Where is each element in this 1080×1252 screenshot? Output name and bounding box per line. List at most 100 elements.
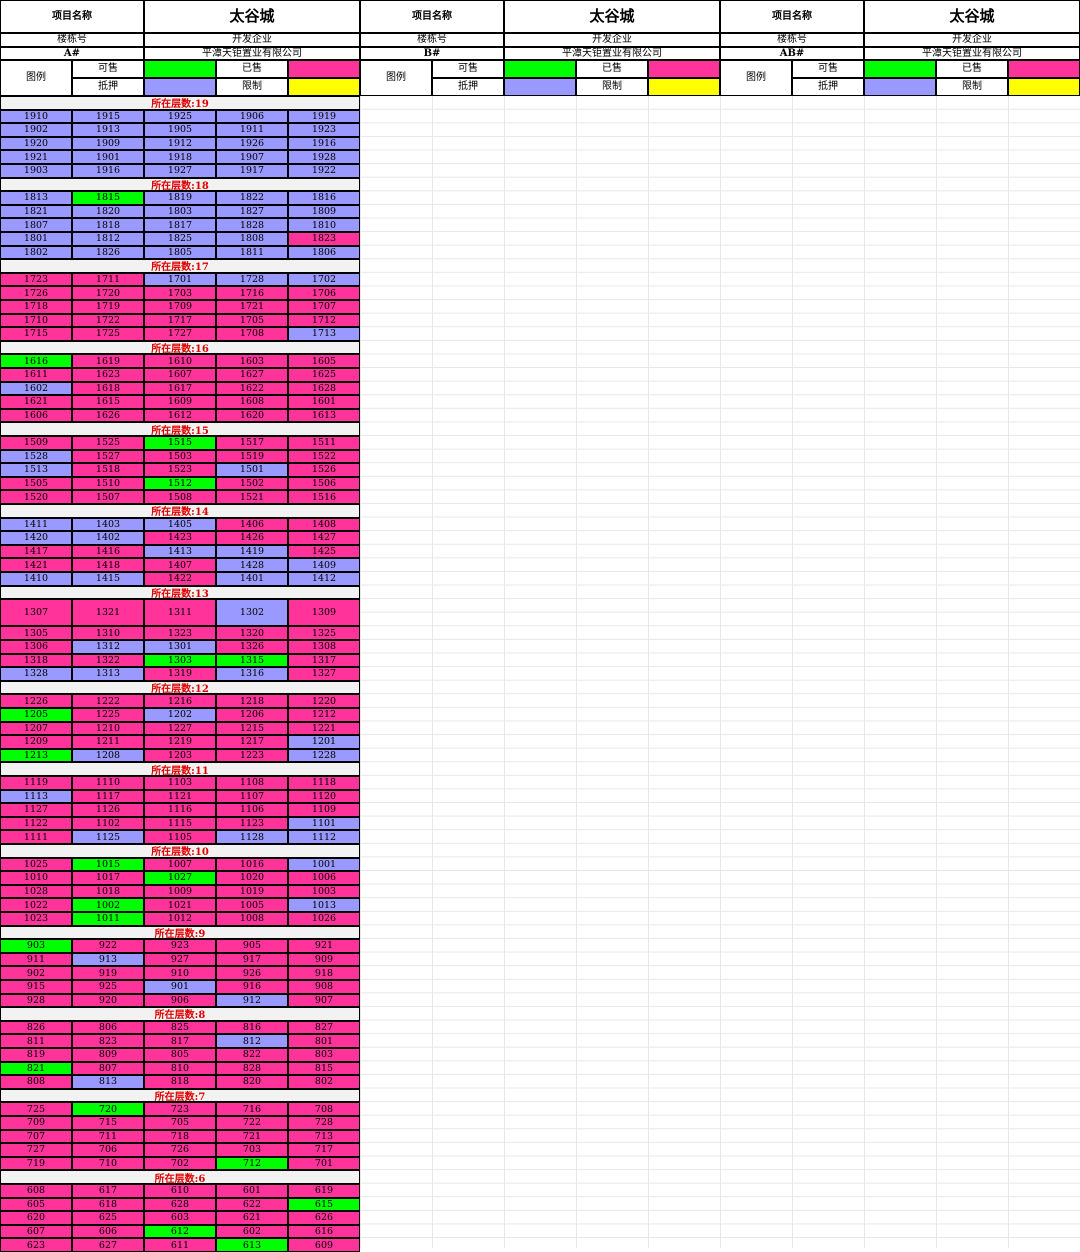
unit-cell[interactable]: 1017 xyxy=(72,871,144,885)
unit-cell[interactable]: 1809 xyxy=(288,204,360,219)
unit-cell[interactable]: 1027 xyxy=(144,871,216,885)
unit-cell[interactable]: 1921 xyxy=(0,150,72,164)
unit-cell[interactable]: 1303 xyxy=(144,653,216,668)
unit-cell[interactable]: 1808 xyxy=(216,232,288,246)
unit-cell[interactable]: 1810 xyxy=(288,218,360,232)
unit-cell[interactable]: 1616 xyxy=(0,354,72,368)
unit-cell[interactable]: 1012 xyxy=(144,912,216,926)
unit-cell[interactable]: 1622 xyxy=(216,381,288,396)
unit-cell[interactable]: 1216 xyxy=(144,694,216,708)
unit-cell[interactable]: 812 xyxy=(216,1034,288,1048)
unit-cell[interactable]: 715 xyxy=(72,1116,144,1130)
unit-cell[interactable]: 1726 xyxy=(0,286,72,300)
unit-cell[interactable]: 816 xyxy=(216,1020,288,1035)
unit-cell[interactable]: 1911 xyxy=(216,123,288,137)
unit-cell[interactable]: 1018 xyxy=(72,884,144,899)
unit-cell[interactable]: 1916 xyxy=(72,164,144,178)
unit-cell[interactable]: 1402 xyxy=(72,531,144,545)
unit-cell[interactable]: 1603 xyxy=(216,354,288,368)
unit-cell[interactable]: 1128 xyxy=(216,830,288,844)
unit-cell[interactable]: 1207 xyxy=(0,721,72,736)
unit-cell[interactable]: 1521 xyxy=(216,490,288,504)
unit-cell[interactable]: 608 xyxy=(0,1184,72,1198)
unit-cell[interactable]: 1608 xyxy=(216,395,288,409)
unit-cell[interactable]: 1722 xyxy=(72,313,144,328)
unit-cell[interactable]: 1817 xyxy=(144,218,216,232)
unit-cell[interactable]: 1525 xyxy=(72,436,144,450)
unit-cell[interactable]: 1309 xyxy=(288,599,360,627)
unit-cell[interactable]: 1002 xyxy=(72,898,144,912)
unit-cell[interactable]: 1107 xyxy=(216,789,288,804)
unit-cell[interactable]: 1122 xyxy=(0,816,72,831)
unit-cell[interactable]: 809 xyxy=(72,1048,144,1062)
unit-cell[interactable]: 1321 xyxy=(72,599,144,627)
unit-cell[interactable]: 1425 xyxy=(288,544,360,559)
unit-cell[interactable]: 606 xyxy=(72,1224,144,1239)
unit-cell[interactable]: 1021 xyxy=(144,898,216,912)
unit-cell[interactable]: 725 xyxy=(0,1102,72,1116)
unit-cell[interactable]: 1320 xyxy=(216,626,288,640)
unit-cell[interactable]: 1811 xyxy=(216,245,288,260)
unit-cell[interactable]: 1302 xyxy=(216,599,288,627)
unit-cell[interactable]: 1620 xyxy=(216,408,288,423)
unit-cell[interactable]: 819 xyxy=(0,1048,72,1062)
unit-cell[interactable]: 625 xyxy=(72,1211,144,1225)
unit-cell[interactable]: 1823 xyxy=(288,232,360,246)
unit-cell[interactable]: 1807 xyxy=(0,218,72,232)
unit-cell[interactable]: 1903 xyxy=(0,164,72,178)
unit-cell[interactable]: 1428 xyxy=(216,558,288,572)
unit-cell[interactable]: 711 xyxy=(72,1129,144,1144)
unit-cell[interactable]: 626 xyxy=(288,1211,360,1225)
unit-cell[interactable]: 1418 xyxy=(72,558,144,572)
unit-cell[interactable]: 1126 xyxy=(72,803,144,817)
unit-cell[interactable]: 1106 xyxy=(216,803,288,817)
unit-cell[interactable]: 1110 xyxy=(72,776,144,790)
unit-cell[interactable]: 1218 xyxy=(216,694,288,708)
unit-cell[interactable]: 1915 xyxy=(72,109,144,124)
unit-cell[interactable]: 913 xyxy=(72,952,144,967)
unit-cell[interactable]: 1006 xyxy=(288,871,360,885)
unit-cell[interactable]: 1910 xyxy=(0,109,72,124)
unit-cell[interactable]: 619 xyxy=(288,1184,360,1198)
unit-cell[interactable]: 1423 xyxy=(144,531,216,545)
unit-cell[interactable]: 1916 xyxy=(288,136,360,151)
unit-cell[interactable]: 919 xyxy=(72,966,144,980)
unit-cell[interactable]: 808 xyxy=(0,1075,72,1089)
unit-cell[interactable]: 1005 xyxy=(216,898,288,912)
unit-cell[interactable]: 828 xyxy=(216,1061,288,1076)
unit-cell[interactable]: 1905 xyxy=(144,123,216,137)
unit-cell[interactable]: 1805 xyxy=(144,245,216,260)
unit-cell[interactable]: 1609 xyxy=(144,395,216,409)
unit-cell[interactable]: 1427 xyxy=(288,531,360,545)
unit-cell[interactable]: 1621 xyxy=(0,395,72,409)
unit-cell[interactable]: 1407 xyxy=(144,558,216,572)
unit-cell[interactable]: 1907 xyxy=(216,150,288,164)
unit-cell[interactable]: 1026 xyxy=(288,912,360,926)
unit-cell[interactable]: 1706 xyxy=(288,286,360,300)
unit-cell[interactable]: 1120 xyxy=(288,789,360,804)
unit-cell[interactable]: 821 xyxy=(0,1061,72,1076)
unit-cell[interactable]: 623 xyxy=(0,1238,72,1252)
unit-cell[interactable]: 1213 xyxy=(0,748,72,763)
unit-cell[interactable]: 1705 xyxy=(216,313,288,328)
unit-cell[interactable]: 627 xyxy=(72,1238,144,1252)
unit-cell[interactable]: 905 xyxy=(216,939,288,953)
unit-cell[interactable]: 1715 xyxy=(0,327,72,341)
unit-cell[interactable]: 1919 xyxy=(288,109,360,124)
unit-cell[interactable]: 1613 xyxy=(288,408,360,423)
unit-cell[interactable]: 1023 xyxy=(0,912,72,926)
unit-cell[interactable]: 621 xyxy=(216,1211,288,1225)
unit-cell[interactable]: 1011 xyxy=(72,912,144,926)
unit-cell[interactable]: 818 xyxy=(144,1075,216,1089)
unit-cell[interactable]: 1926 xyxy=(216,136,288,151)
unit-cell[interactable]: 1121 xyxy=(144,789,216,804)
unit-cell[interactable]: 1605 xyxy=(288,354,360,368)
unit-cell[interactable]: 917 xyxy=(216,952,288,967)
unit-cell[interactable]: 1505 xyxy=(0,476,72,491)
unit-cell[interactable]: 1906 xyxy=(216,109,288,124)
unit-cell[interactable]: 1607 xyxy=(144,368,216,382)
unit-cell[interactable]: 1813 xyxy=(0,191,72,205)
unit-cell[interactable]: 721 xyxy=(216,1129,288,1144)
unit-cell[interactable]: 1628 xyxy=(288,381,360,396)
unit-cell[interactable]: 716 xyxy=(216,1102,288,1116)
